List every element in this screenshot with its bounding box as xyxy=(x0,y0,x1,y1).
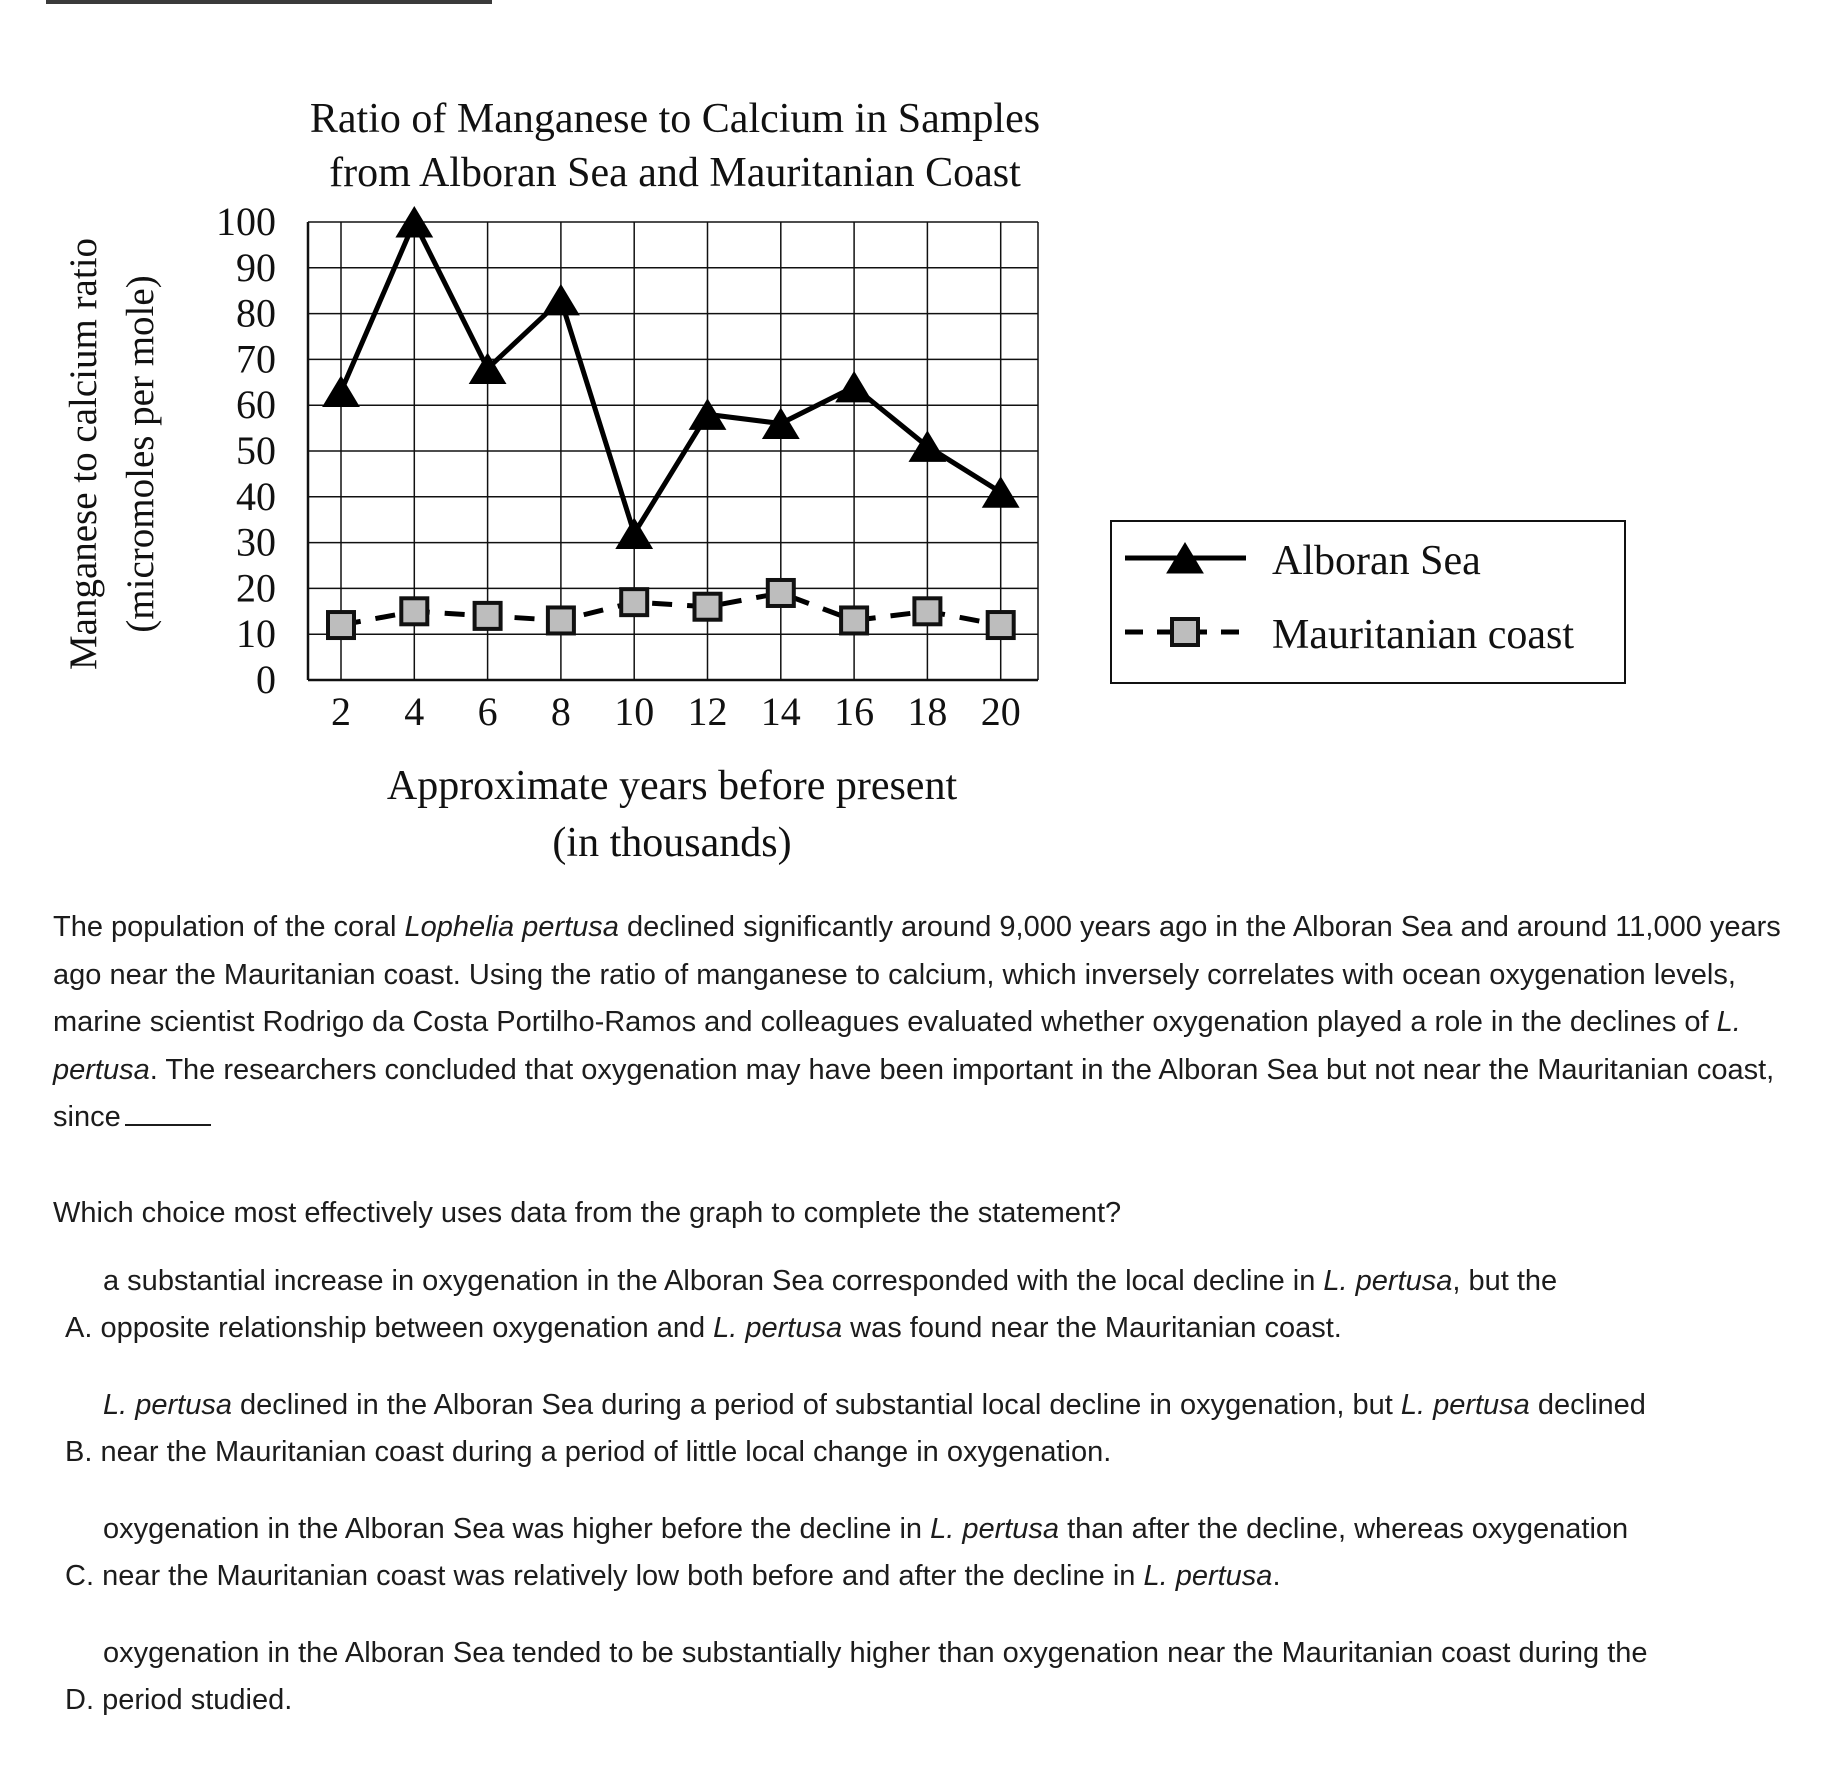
chart-title-line-1: Ratio of Manganese to Calcium in Samples xyxy=(310,96,1040,142)
alboran-sea-point xyxy=(322,375,360,407)
alboran-sea-point xyxy=(981,476,1020,508)
passage-text-1: The population of the coral xyxy=(53,911,405,943)
legend-label-alboran-sea: Alboran Sea xyxy=(1272,538,1481,584)
chart-title-line-2: from Alboran Sea and Mauritanian Coast xyxy=(329,150,1021,196)
legend-marker-mauritanian-coast xyxy=(1170,617,1200,647)
x-axis-label-line-2: (in thousands) xyxy=(552,820,791,866)
legend-marker-alboran-sea xyxy=(1166,542,1204,574)
y-tick-label: 30 xyxy=(236,520,276,565)
mauritanian-coast-point xyxy=(326,610,356,641)
mauritanian-coast-point xyxy=(692,591,723,622)
choice-c-line-1: oxygenation in the Alboran Sea was highe… xyxy=(103,1513,1629,1545)
x-axis-label-line-1: Approximate years before present xyxy=(387,763,958,809)
choice-a-line-1: a substantial increase in oxygenation in… xyxy=(103,1265,1558,1297)
legend-box xyxy=(1110,520,1626,684)
legend: Alboran Sea Mauritanian coast xyxy=(1125,538,1574,658)
passage: The population of the coral Lophelia per… xyxy=(53,904,1793,1142)
mauritanian-coast-point xyxy=(985,610,1016,641)
x-tick-label: 16 xyxy=(834,689,874,734)
series-markers xyxy=(322,206,1020,641)
choice-a-letter: A. xyxy=(65,1312,93,1344)
series-line-mauritanian-coast xyxy=(340,590,1002,628)
top-divider xyxy=(46,0,492,4)
legend-label-mauritanian-coast: Mauritanian coast xyxy=(1272,612,1574,658)
x-tick-label: 4 xyxy=(404,689,424,734)
x-tick-label: 14 xyxy=(761,689,801,734)
alboran-sea-point xyxy=(395,206,434,238)
choice-d-line-1: oxygenation in the Alboran Sea tended to… xyxy=(103,1637,1648,1669)
series-lines xyxy=(338,216,1003,628)
y-tick-label: 80 xyxy=(236,291,276,336)
mauritanian-coast-point xyxy=(912,596,943,627)
passage-text-3: . The researchers concluded that oxygena… xyxy=(53,1053,1775,1134)
choice-b-letter: B. xyxy=(65,1436,93,1468)
x-tick-label: 18 xyxy=(907,689,947,734)
alboran-sea-point xyxy=(615,517,654,549)
choice-b-line-2: B. near the Mauritanian coast during a p… xyxy=(65,1436,1112,1468)
choice-b-line-1: L. pertusa declined in the Alboran Sea d… xyxy=(103,1389,1646,1421)
choice-c-letter: C. xyxy=(65,1560,94,1592)
line-chart: Ratio of Manganese to Calcium in Samples… xyxy=(62,96,1626,866)
series-line-alboran-sea xyxy=(338,216,1003,540)
question-prompt: Which choice most effectively uses data … xyxy=(53,1197,1122,1229)
mauritanian-coast-point xyxy=(545,605,576,636)
x-tick-label: 6 xyxy=(478,689,498,734)
y-tick-label: 100 xyxy=(216,199,276,244)
y-axis-label-line-1: Manganese to calcium ratio xyxy=(62,238,105,670)
y-tick-label: 70 xyxy=(236,336,276,381)
y-tick-label: 60 xyxy=(236,382,276,427)
y-tick-label: 0 xyxy=(256,657,276,702)
mauritanian-coast-point xyxy=(399,596,430,627)
x-tick-labels: 2 4 6 8 10 12 14 16 18 20 xyxy=(331,689,1021,734)
y-tick-label: 40 xyxy=(236,474,276,519)
passage-species-name: Lophelia pertusa xyxy=(404,911,619,943)
x-tick-label: 10 xyxy=(614,689,654,734)
mauritanian-coast-point xyxy=(839,605,870,636)
alboran-sea-point xyxy=(542,283,580,316)
answer-blank xyxy=(124,1096,211,1126)
alboran-sea-point xyxy=(761,407,800,440)
choice-d-letter: D. xyxy=(65,1684,94,1716)
mauritanian-coast-point xyxy=(765,577,796,608)
choice-c-line-2: C. near the Mauritanian coast was relati… xyxy=(65,1560,1281,1592)
y-axis-label-line-2: (micromoles per mole) xyxy=(119,275,162,632)
mauritanian-coast-point xyxy=(619,587,650,618)
x-tick-label: 20 xyxy=(981,689,1021,734)
y-tick-label: 90 xyxy=(236,245,276,290)
x-tick-label: 12 xyxy=(688,689,728,734)
alboran-sea-point xyxy=(908,430,947,462)
alboran-sea-point xyxy=(835,370,873,403)
alboran-sea-point xyxy=(688,398,727,430)
mauritanian-coast-point xyxy=(472,600,503,631)
choice-d-line-2: D. period studied. xyxy=(65,1684,293,1716)
y-tick-label: 50 xyxy=(236,428,276,473)
passage-text-2: declined significantly around 9,000 year… xyxy=(53,911,1781,1038)
y-tick-label: 20 xyxy=(236,565,276,610)
x-tick-label: 2 xyxy=(331,689,351,734)
alboran-sea-point xyxy=(468,352,507,385)
choice-a-line-2: A. opposite relationship between oxygena… xyxy=(65,1312,1342,1344)
y-tick-label: 10 xyxy=(236,611,276,656)
passage-species-short: L. pertusa xyxy=(53,1006,1741,1086)
x-tick-label: 8 xyxy=(551,689,571,734)
chart-grid xyxy=(306,221,1039,682)
